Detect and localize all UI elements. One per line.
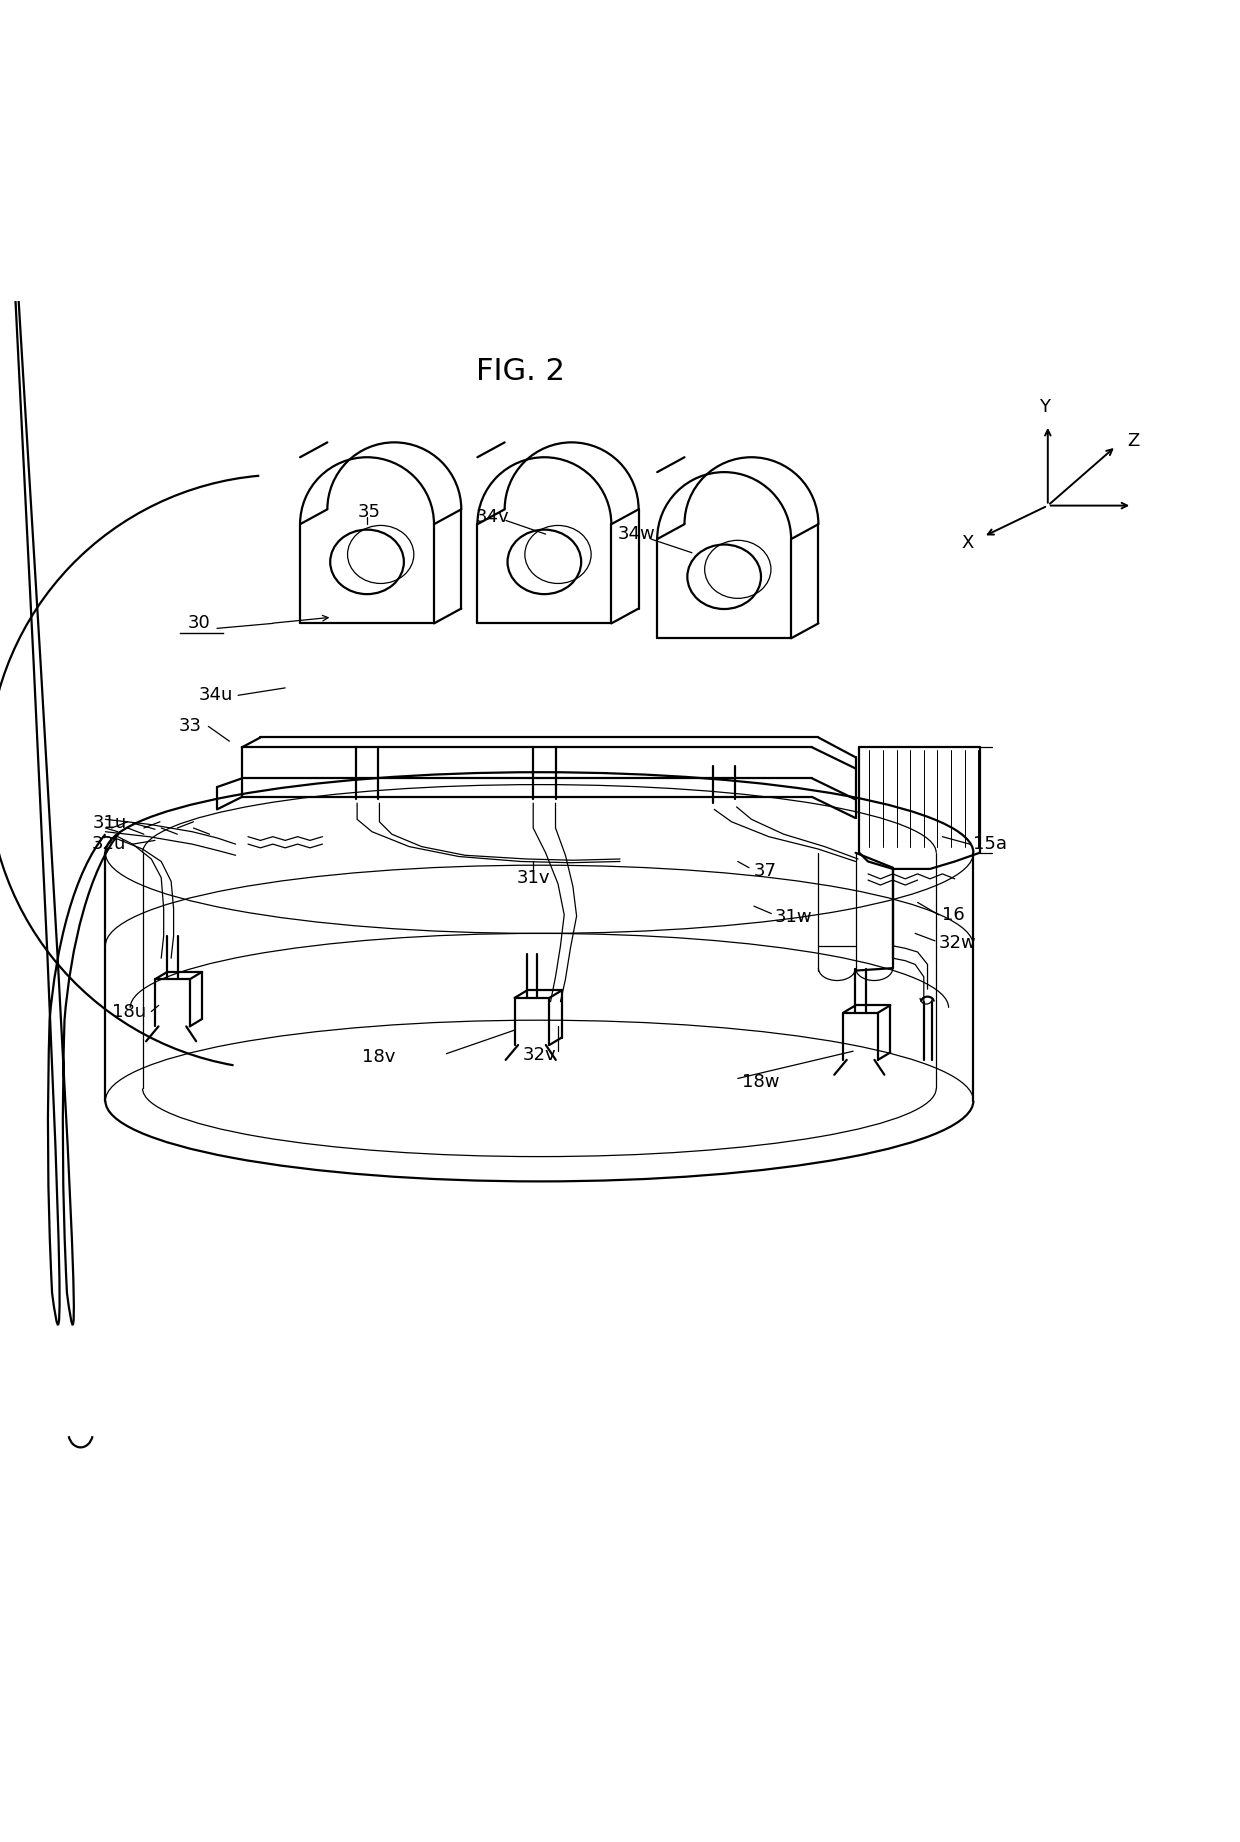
Text: 32u: 32u xyxy=(92,834,126,853)
Text: 16: 16 xyxy=(942,906,965,925)
Text: 34u: 34u xyxy=(198,687,233,704)
Text: 15a: 15a xyxy=(973,834,1007,853)
Text: 34v: 34v xyxy=(475,508,510,525)
Text: Y: Y xyxy=(1039,398,1049,416)
Text: X: X xyxy=(961,534,973,553)
Text: Z: Z xyxy=(1127,433,1140,449)
Text: 31u: 31u xyxy=(92,814,126,833)
Text: FIG. 2: FIG. 2 xyxy=(476,357,565,385)
Text: 34w: 34w xyxy=(618,525,655,543)
Text: 18v: 18v xyxy=(362,1048,394,1067)
Text: 32v: 32v xyxy=(522,1046,557,1065)
Text: 18u: 18u xyxy=(112,1002,146,1020)
Text: 31v: 31v xyxy=(516,869,551,886)
Text: 37: 37 xyxy=(754,862,777,880)
Text: 35: 35 xyxy=(358,503,381,521)
Text: 31w: 31w xyxy=(775,908,812,927)
Text: 32w: 32w xyxy=(939,934,976,952)
Text: 30: 30 xyxy=(188,615,211,632)
Text: 18w: 18w xyxy=(742,1074,779,1090)
Text: 33: 33 xyxy=(179,717,202,735)
